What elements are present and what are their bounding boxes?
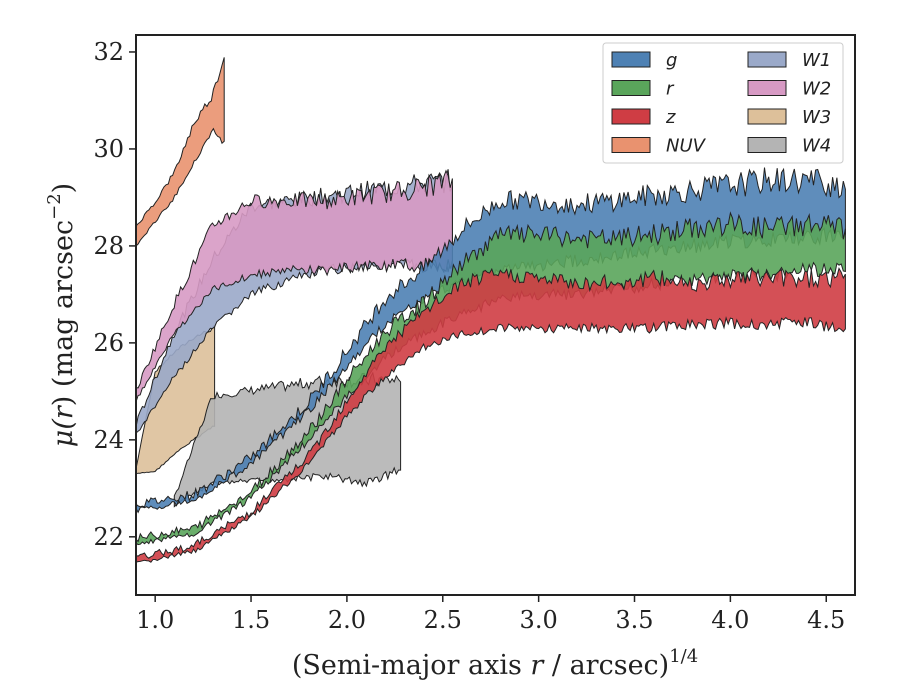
legend-swatch-w4	[747, 137, 787, 153]
legend-label-w1: W1	[802, 50, 831, 71]
legend-items: grz NUV W1 W2 W3 W4	[611, 50, 831, 157]
legend-label-g: g	[666, 50, 677, 71]
series-band-nuv	[135, 57, 225, 248]
y-axis-ticks: 22 24 26 28 30 32	[93, 38, 136, 551]
series-band-g	[135, 167, 846, 514]
legend-swatch-w2	[747, 80, 787, 96]
x-tick-label: 4.0	[711, 606, 749, 634]
legend-label-nuv: NUV	[666, 136, 707, 157]
plot-frame	[135, 34, 856, 596]
legend-swatch-g	[611, 51, 651, 68]
legend-label-r: r	[666, 79, 675, 100]
series-layer	[135, 57, 846, 563]
legend-label-w3: W3	[802, 107, 831, 128]
x-tick-label: 3.0	[520, 606, 558, 634]
legend-label-w2: W2	[802, 79, 831, 100]
series-band-z	[135, 267, 846, 563]
legend-label-w4: W4	[802, 136, 831, 157]
x-tick-label: 4.5	[807, 606, 845, 634]
y-axis-title: μ(r) (mag arcsec−2)	[44, 183, 79, 447]
y-tick-label: 22	[93, 523, 124, 551]
y-tick-label: 26	[93, 329, 124, 357]
legend: grz NUV W1 W2 W3 W4	[602, 42, 844, 164]
x-tick-label: 2.5	[424, 606, 462, 634]
y-tick-label: 24	[93, 426, 124, 454]
x-tick-label: 3.5	[615, 606, 653, 634]
y-tick-label: 32	[93, 38, 124, 66]
y-tick-label: 30	[93, 135, 124, 163]
legend-swatch-w1	[747, 51, 787, 68]
legend-swatch-r	[611, 80, 651, 96]
legend-swatch-nuv	[611, 137, 651, 153]
x-tick-label: 1.5	[232, 606, 270, 634]
legend-swatch-w3	[747, 108, 787, 125]
series-band-w2	[135, 169, 453, 402]
x-axis-ticks: 1.0 1.5 2.0 2.5 3.0 3.5 4.0 4.5	[136, 595, 845, 634]
x-axis-title: (Semi-major axis r / arcsec)1/4	[292, 646, 698, 681]
x-tick-label: 2.0	[328, 606, 366, 634]
legend-box	[602, 42, 844, 164]
x-tick-label: 1.0	[136, 606, 174, 634]
legend-swatch-z	[611, 108, 651, 125]
legend-label-z: z	[665, 107, 676, 128]
y-tick-label: 28	[93, 232, 124, 260]
